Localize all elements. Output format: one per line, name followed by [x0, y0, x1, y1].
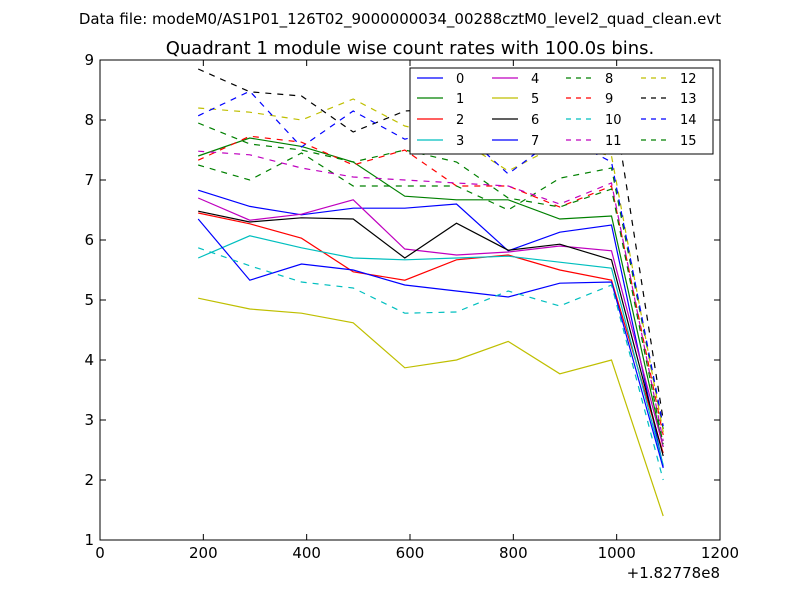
y-tick-label: 5: [84, 291, 94, 309]
chart-suptitle: Data file: modeM0/AS1P01_126T02_90000000…: [79, 10, 721, 29]
series-line-9: [197, 135, 664, 436]
legend-label-14: 14: [680, 113, 697, 128]
x-tick-label: 0: [95, 544, 105, 562]
legend-label-13: 13: [680, 92, 697, 107]
y-tick-label: 6: [84, 231, 94, 249]
legend-label-3: 3: [456, 134, 464, 149]
y-tick-label: 3: [84, 411, 94, 429]
legend-label-11: 11: [605, 134, 622, 149]
y-tick-label: 1: [84, 531, 94, 549]
series-line-0: [198, 189, 664, 467]
x-tick-label: 400: [292, 544, 321, 562]
series-line-10: [198, 247, 664, 481]
legend-label-15: 15: [680, 134, 697, 149]
legend-label-8: 8: [605, 72, 613, 87]
legend-label-9: 9: [605, 92, 613, 107]
y-tick-label: 4: [84, 351, 94, 369]
x-tick-label: 600: [396, 544, 425, 562]
legend-label-4: 4: [531, 72, 539, 87]
legend-label-2: 2: [456, 113, 464, 128]
series-line-7: [197, 218, 664, 469]
y-tick-label: 7: [84, 171, 94, 189]
legend-label-0: 0: [456, 72, 464, 87]
legend-label-6: 6: [531, 113, 539, 128]
y-tick-label: 2: [84, 471, 94, 489]
chart-title: Quadrant 1 module wise count rates with …: [166, 38, 655, 59]
x-tick-label: 1200: [701, 544, 739, 562]
series-line-8: [198, 152, 664, 430]
legend-label-10: 10: [605, 113, 622, 128]
legend-label-5: 5: [531, 92, 539, 107]
x-offset-label: +1.82778e8: [627, 564, 720, 582]
series-line-6: [198, 210, 664, 457]
series-line-1: [198, 137, 664, 448]
legend-label-7: 7: [531, 134, 539, 149]
series-line-11: [198, 150, 664, 442]
series-line-4: [197, 197, 664, 448]
series-line-2: [198, 212, 664, 454]
series-line-15: [197, 122, 664, 445]
series-line-3: [197, 235, 664, 466]
x-tick-label: 800: [499, 544, 528, 562]
legend-label-1: 1: [456, 92, 464, 107]
legend-label-12: 12: [680, 72, 697, 87]
series-line-5: [198, 297, 664, 517]
x-tick-label: 200: [189, 544, 218, 562]
y-tick-label: 8: [84, 111, 94, 129]
x-tick-label: 1000: [598, 544, 636, 562]
y-tick-label: 9: [84, 51, 94, 69]
